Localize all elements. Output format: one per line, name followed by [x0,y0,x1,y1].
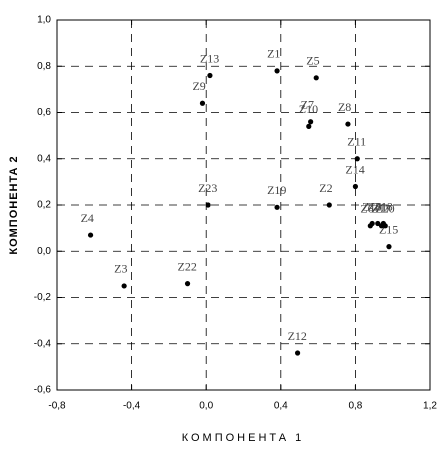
data-point [184,281,191,287]
point-label: Z20 [375,202,394,216]
point-label: Z7 [301,98,314,112]
data-point [274,204,280,210]
point-label: Z22 [178,259,197,273]
point-label: Z4 [81,211,94,225]
data-point [326,202,332,208]
y-tick-label: 0,2 [37,200,51,211]
data-point [205,202,211,208]
point-label: Z18 [373,199,392,213]
x-axis-title: КОМПОНЕНТА 1 [182,432,305,444]
y-tick-label: -0,4 [34,338,52,349]
data-point [375,220,381,227]
data-point [369,220,375,227]
y-tick-label: 0,4 [37,153,51,164]
point-label: Z19 [267,183,286,197]
data-point [207,72,213,79]
data-point [121,283,127,289]
y-tick-label: 0,6 [37,107,51,118]
point-label: Z11 [347,135,366,149]
x-tick-label: -0,4 [123,401,141,412]
x-tick-label: 1,2 [423,401,437,412]
data-point [354,156,360,162]
data-point [306,123,312,129]
x-tick-label: 0,4 [274,401,288,412]
point-label: Z12 [288,329,307,343]
data-point [308,119,314,125]
point-label: Z6 [360,202,373,216]
x-tick-label: 0,0 [199,401,213,412]
point-label: Z23 [198,181,217,195]
data-point [199,100,206,106]
y-tick-label: -0,2 [34,292,52,303]
point-label: Z16 [362,199,381,213]
point-label: Z14 [345,162,364,176]
point-label: Z9 [192,79,205,93]
point-label: Z8 [338,100,351,114]
data-point [345,121,351,127]
data-point [274,68,280,74]
data-point [386,244,392,250]
data-point [87,232,94,238]
data-point [313,75,319,81]
y-tick-label: 0,8 [37,61,51,72]
data-point [382,223,388,229]
y-tick-label: 0,0 [37,246,51,257]
point-label: Z1 [267,47,280,61]
point-label: Z10 [299,102,318,116]
point-label: Z3 [114,262,127,276]
point-label: Z5 [306,54,319,68]
data-point [352,183,358,190]
point-label: Z2 [319,181,332,195]
y-tick-label: 1,0 [37,15,51,26]
y-tick-label: -0,6 [34,385,52,396]
x-tick-label: -0,8 [48,401,66,412]
x-tick-label: 0,8 [348,401,362,412]
point-label: Z13 [200,51,219,65]
data-point [294,350,301,356]
y-axis-title: КОМПОНЕНТА 2 [8,155,20,254]
point-label: Z17 [372,202,391,216]
point-label: Z21 [368,199,387,213]
